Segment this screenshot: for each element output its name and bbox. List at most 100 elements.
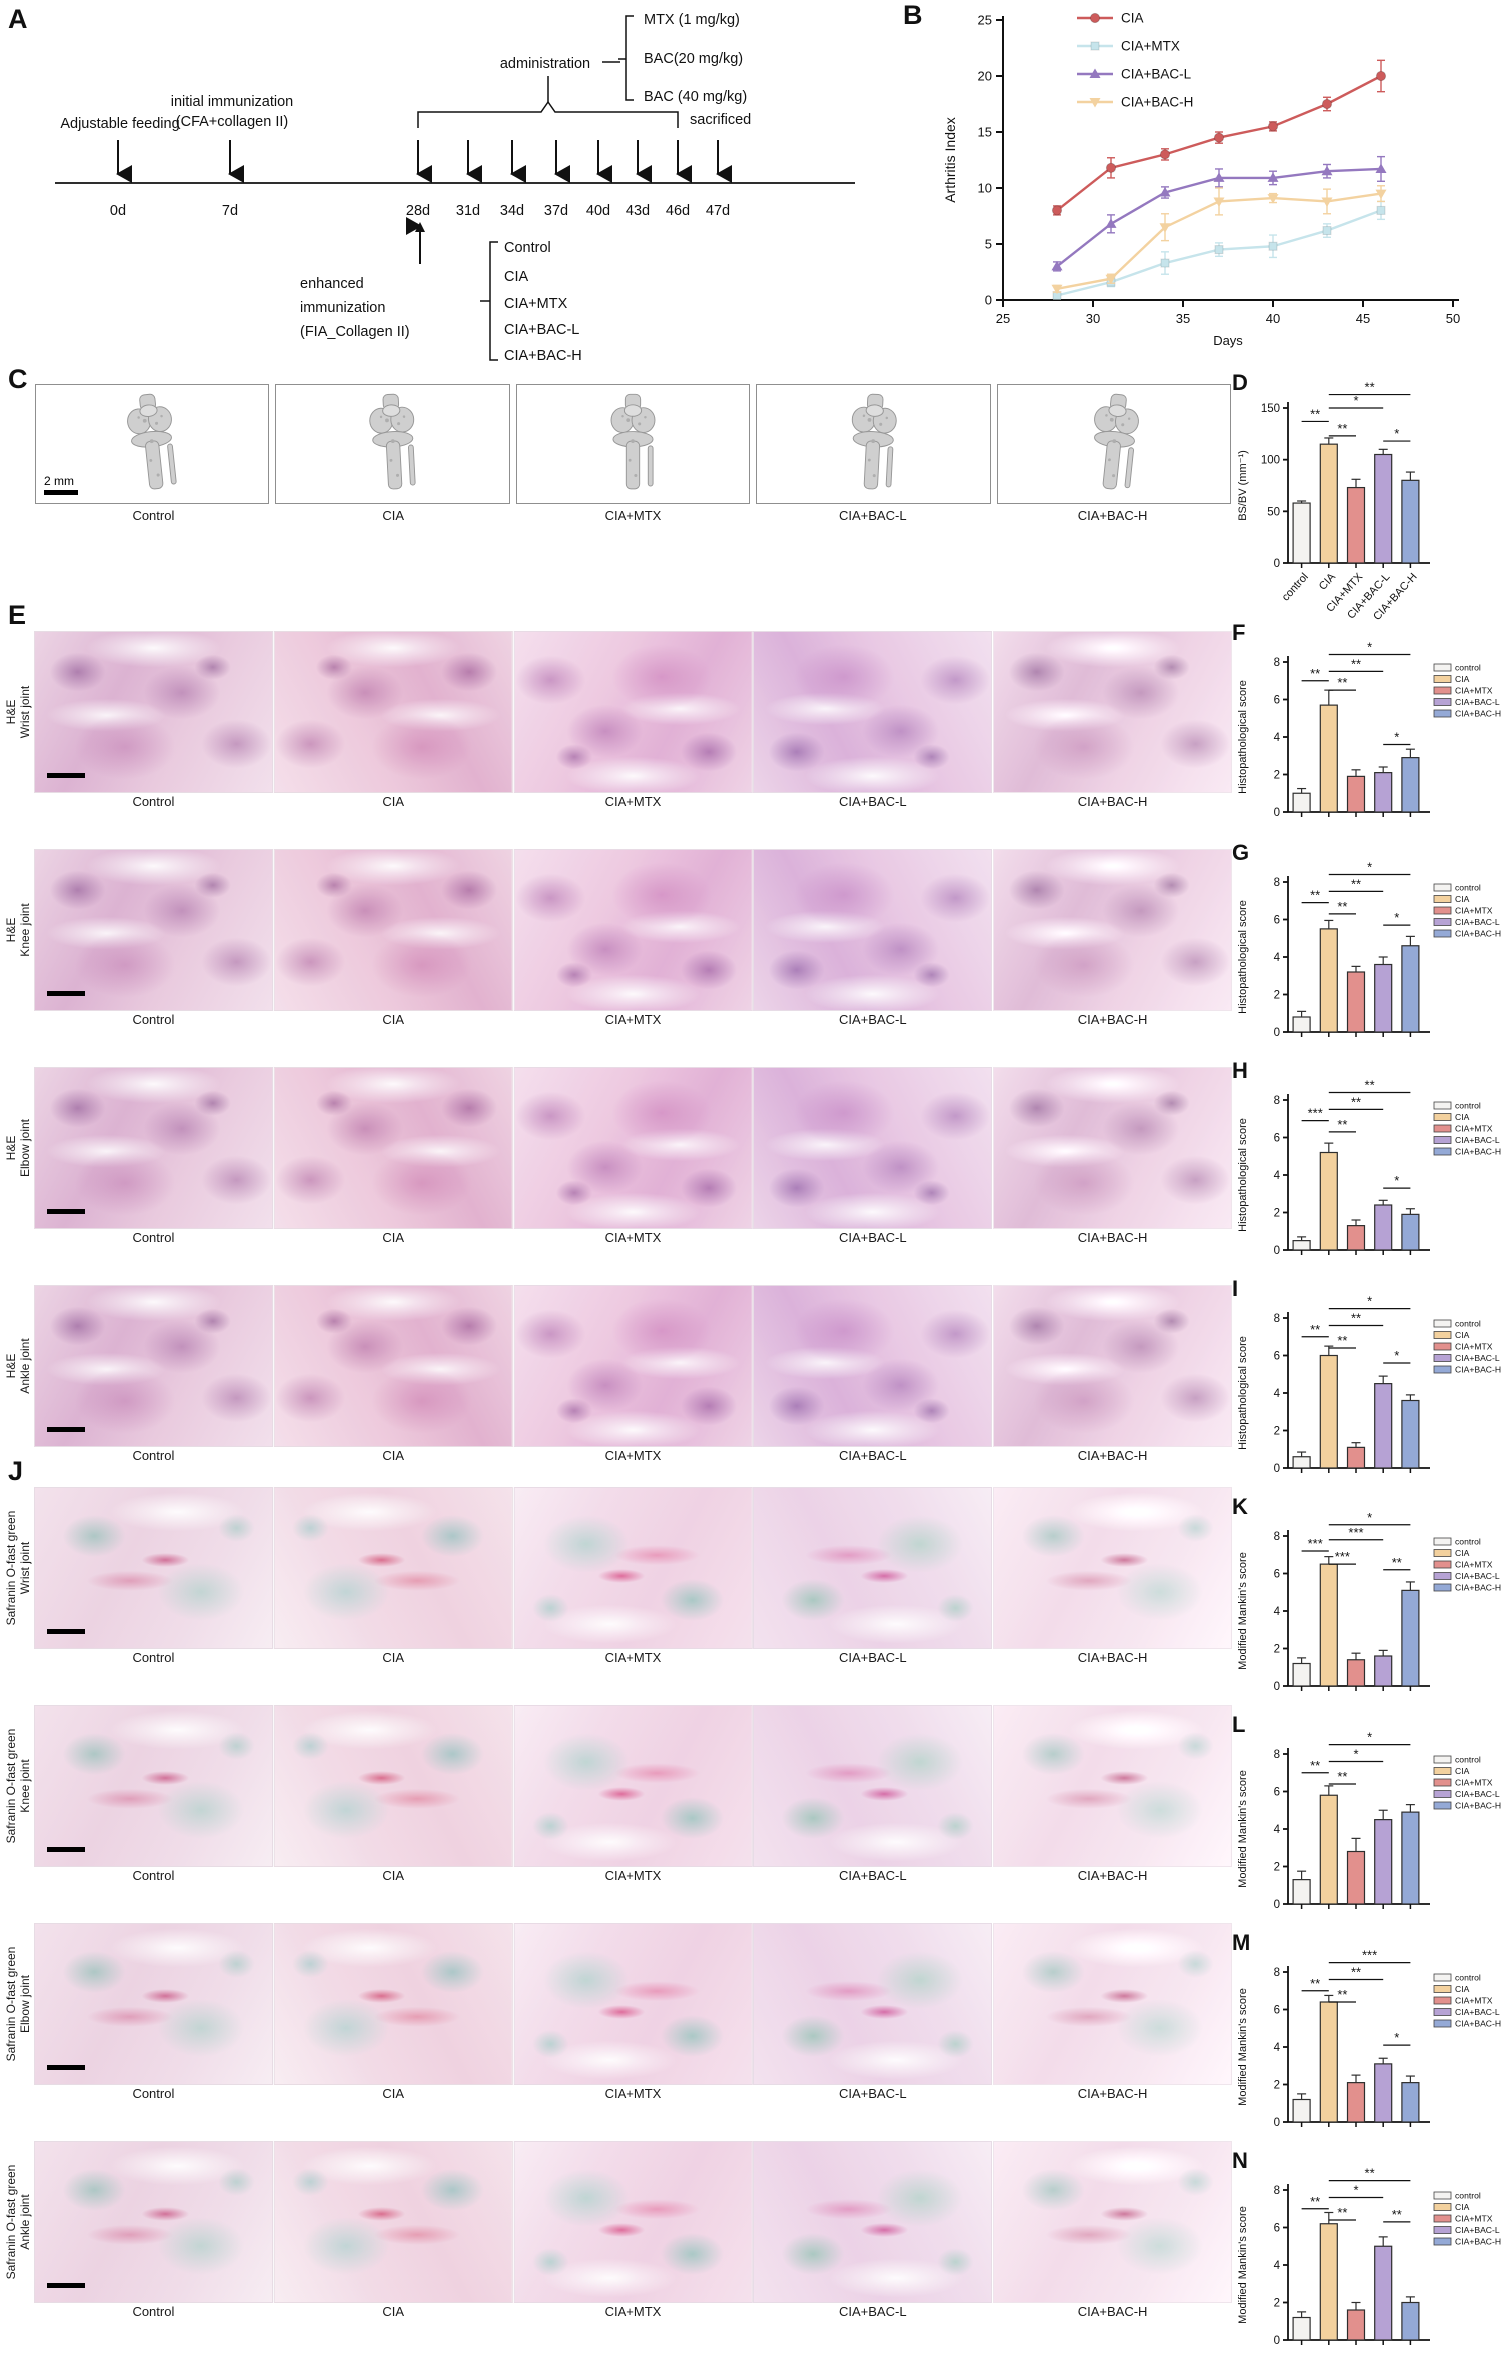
svg-text:Adjustable feeding: Adjustable feeding bbox=[60, 116, 179, 132]
drug-label: BAC (40 mg/kg) bbox=[644, 89, 747, 105]
bar-control bbox=[1292, 1240, 1311, 1251]
sig-stars: *** bbox=[1362, 1948, 1377, 1963]
panel-letter-b: B bbox=[903, 0, 923, 30]
bar-CIA bbox=[1319, 928, 1338, 1033]
sig-stars: ** bbox=[1392, 2207, 1402, 2222]
group-column-label: Control bbox=[132, 1650, 175, 1665]
legend-label-control: control bbox=[1455, 663, 1481, 673]
day-label: 0d bbox=[110, 203, 126, 219]
legend-label-CIA: CIA bbox=[1455, 894, 1470, 904]
bar-CIA bbox=[1319, 704, 1338, 813]
legend-label-CIA+BAC-L: CIA+BAC-L bbox=[1455, 1135, 1500, 1145]
bar-CIA+BAC-H bbox=[1401, 1213, 1420, 1251]
histology-image-CIA+BAC-L bbox=[753, 1285, 993, 1447]
legend-label-CIA+BAC-H: CIA+BAC-H bbox=[1455, 1583, 1501, 1593]
group-column-label: Control bbox=[132, 508, 175, 523]
panel-letter-a: A bbox=[8, 4, 28, 34]
legend-label-CIA+BAC-H: CIA+BAC-H bbox=[1455, 1147, 1501, 1157]
group-column-label: CIA+MTX bbox=[604, 2304, 662, 2319]
histology-image-row bbox=[34, 849, 1232, 1011]
svg-text:25: 25 bbox=[978, 13, 992, 28]
group-column-label: Control bbox=[132, 1448, 175, 1463]
group-column-label: CIA bbox=[382, 1650, 405, 1665]
histology-image-Control bbox=[34, 1923, 273, 2085]
sig-stars: ** bbox=[1337, 899, 1347, 914]
svg-text:15: 15 bbox=[978, 125, 992, 140]
group-column-label: Control bbox=[132, 1868, 175, 1883]
scale-bar bbox=[47, 1847, 85, 1852]
legend-swatch-CIA+BAC-L bbox=[1433, 918, 1452, 926]
group-labels-row: Control CIA CIA+MTX CIA+BAC-L CIA+BAC-H bbox=[35, 1230, 1231, 1245]
bar-control bbox=[1292, 1662, 1311, 1687]
bar-CIA+BAC-H bbox=[1401, 757, 1420, 813]
group-label: CIA+BAC-H bbox=[504, 348, 582, 364]
ct-image bbox=[127, 393, 177, 490]
svg-text:8: 8 bbox=[1274, 657, 1280, 669]
legend-label-CIA+BAC-L: CIA+BAC-L bbox=[1455, 2225, 1500, 2235]
histology-image-row bbox=[34, 631, 1232, 793]
histology-image-CIA bbox=[273, 849, 513, 1011]
svg-text:25: 25 bbox=[996, 311, 1010, 326]
panel-h-chart: H 0 2 4 6 8 Histopathological score *** ** ** ** * c… bbox=[1230, 1056, 1505, 1281]
legend-label-CIA: CIA bbox=[1455, 1330, 1470, 1340]
bar-CIA+BAC-H bbox=[1401, 2082, 1420, 2123]
group-column-label: Control bbox=[132, 794, 175, 809]
histology-image-CIA+BAC-L bbox=[753, 631, 993, 793]
group-column-label: CIA+BAC-L bbox=[839, 1012, 907, 1027]
bar-CIA+MTX bbox=[1346, 1850, 1366, 1905]
legend-label-CIA+MTX: CIA+MTX bbox=[1455, 1124, 1493, 1134]
row-label: H&E Elbow joint bbox=[3, 1118, 32, 1178]
sig-stars: * bbox=[1367, 640, 1372, 655]
svg-text:0: 0 bbox=[1274, 1463, 1280, 1475]
group-column-label: Control bbox=[132, 2304, 175, 2319]
row-label: H&E Wrist joint bbox=[3, 685, 32, 739]
legend-swatch-CIA+MTX bbox=[1433, 1560, 1452, 1569]
legend-swatch-CIA bbox=[1433, 1331, 1452, 1339]
svg-text:4: 4 bbox=[1274, 1824, 1281, 1836]
legend-swatch-CIA+MTX bbox=[1433, 1342, 1452, 1351]
svg-text:35: 35 bbox=[1176, 311, 1190, 326]
legend-label-CIA+MTX: CIA+MTX bbox=[1455, 1560, 1493, 1570]
bar-CIA bbox=[1319, 1563, 1338, 1687]
legend-swatch-CIA bbox=[1433, 1767, 1452, 1775]
legend-label-control: control bbox=[1455, 1319, 1481, 1329]
svg-text:2: 2 bbox=[1274, 770, 1280, 782]
group-labels-row: Control CIA CIA+MTX CIA+BAC-L CIA+BAC-H bbox=[35, 794, 1231, 809]
sig-stars: *** bbox=[1308, 1536, 1323, 1551]
svg-text:4: 4 bbox=[1274, 952, 1281, 964]
histology-image-CIA+BAC-L bbox=[753, 1487, 993, 1649]
legend-swatch-CIA bbox=[1433, 675, 1452, 683]
ct-box-CIA+BAC-L bbox=[756, 384, 991, 504]
bar-CIA+BAC-L bbox=[1374, 963, 1393, 1033]
sig-stars: ** bbox=[1365, 1078, 1375, 1093]
legend-swatch-control bbox=[1433, 1101, 1452, 1110]
legend-item-CIA: CIA bbox=[1121, 11, 1144, 26]
sig-stars: ** bbox=[1351, 876, 1361, 891]
histology-image-CIA+BAC-H bbox=[993, 1705, 1232, 1867]
group-column-label: CIA+MTX bbox=[604, 1868, 662, 1883]
legend-label-control: control bbox=[1455, 2191, 1481, 2201]
ct-image bbox=[368, 393, 416, 490]
svg-text:20: 20 bbox=[978, 69, 992, 84]
svg-text:50: 50 bbox=[1446, 311, 1460, 326]
legend-label-CIA+BAC-L: CIA+BAC-L bbox=[1455, 1571, 1500, 1581]
histology-image-CIA+BAC-H bbox=[993, 1285, 1232, 1447]
group-labels-row: Control CIA CIA+MTX CIA+BAC-L CIA+BAC-H bbox=[35, 1650, 1231, 1665]
legend-label-CIA: CIA bbox=[1455, 1112, 1470, 1122]
svg-text:45: 45 bbox=[1356, 311, 1370, 326]
scale-bar bbox=[47, 2065, 85, 2070]
bar-CIA+BAC-L bbox=[1374, 1819, 1393, 1905]
histology-image-CIA+BAC-H bbox=[993, 631, 1232, 793]
day-label: 28d bbox=[406, 203, 430, 219]
bar-CIA+BAC-H bbox=[1401, 2301, 1420, 2341]
group-column-label: CIA+BAC-H bbox=[1077, 794, 1148, 809]
svg-text:administration: administration bbox=[500, 56, 590, 72]
svg-text:(CFA+collagen II): (CFA+collagen II) bbox=[176, 114, 288, 130]
legend-label-CIA+BAC-H: CIA+BAC-H bbox=[1455, 2237, 1501, 2247]
histology-image-CIA+MTX bbox=[513, 631, 753, 793]
bar-CIA+BAC-H bbox=[1401, 1589, 1420, 1687]
legend-swatch-CIA+BAC-L bbox=[1433, 1572, 1452, 1580]
